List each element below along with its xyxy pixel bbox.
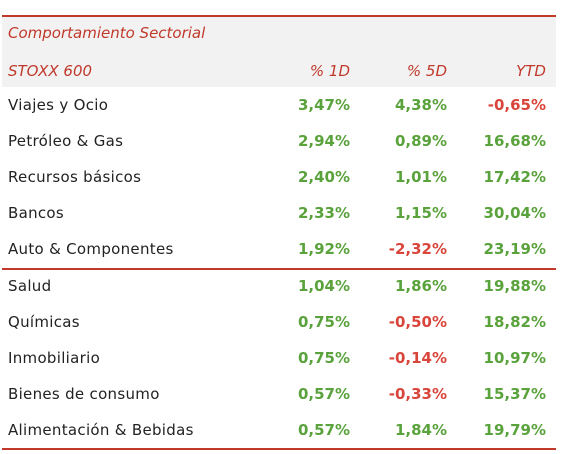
sector-name: Inmobiliario — [8, 349, 101, 367]
value-ytd: 30,04% — [483, 204, 546, 222]
value-ytd: 19,88% — [483, 277, 546, 295]
value-5d: -0,50% — [388, 313, 447, 331]
value-1d: 0,57% — [297, 421, 350, 439]
sector-name: Químicas — [8, 313, 80, 331]
value-ytd: 10,97% — [483, 349, 546, 367]
header-band — [2, 17, 556, 87]
table-row: Petróleo & Gas 2,94% 0,89% 16,68% — [2, 124, 556, 160]
group-divider-rule — [2, 268, 556, 270]
value-5d: -0,14% — [388, 349, 447, 367]
value-5d: -0,33% — [388, 385, 447, 403]
value-5d: 1,01% — [394, 168, 447, 186]
table-row: Bancos 2,33% 1,15% 30,04% — [2, 196, 556, 232]
sector-name: Viajes y Ocio — [8, 96, 109, 114]
table-row: Recursos básicos 2,40% 1,01% 17,42% — [2, 160, 556, 196]
value-1d: 0,57% — [297, 385, 350, 403]
value-1d: 0,75% — [297, 313, 350, 331]
column-header-index: STOXX 600 — [8, 62, 93, 80]
sector-name: Auto & Componentes — [8, 240, 174, 258]
table-row: Bienes de consumo 0,57% -0,33% 15,37% — [2, 377, 556, 413]
value-5d: 0,89% — [394, 132, 447, 150]
value-ytd: 16,68% — [483, 132, 546, 150]
value-5d: 4,38% — [394, 96, 447, 114]
column-header-5d: % 5D — [406, 62, 447, 80]
table-row: Auto & Componentes 1,92% -2,32% 23,19% — [2, 232, 556, 268]
sector-name: Petróleo & Gas — [8, 132, 124, 150]
top-rule — [2, 15, 556, 17]
bottom-rule — [2, 448, 556, 450]
table-row: Salud 1,04% 1,86% 19,88% — [2, 269, 556, 305]
value-ytd: 23,19% — [483, 240, 546, 258]
sector-name: Salud — [8, 277, 52, 295]
table-title: Comportamiento Sectorial — [8, 24, 206, 42]
sector-name: Bancos — [8, 204, 65, 222]
value-ytd: 17,42% — [483, 168, 546, 186]
column-header-1d: % 1D — [309, 62, 350, 80]
value-1d: 2,40% — [297, 168, 350, 186]
value-ytd: 18,82% — [483, 313, 546, 331]
value-1d: 3,47% — [297, 96, 350, 114]
sector-name: Recursos básicos — [8, 168, 142, 186]
value-5d: 1,15% — [394, 204, 447, 222]
sector-name: Bienes de consumo — [8, 385, 160, 403]
value-ytd: 19,79% — [483, 421, 546, 439]
table-row: Químicas 0,75% -0,50% 18,82% — [2, 305, 556, 341]
value-1d: 1,92% — [297, 240, 350, 258]
value-5d: 1,86% — [394, 277, 447, 295]
table-row: Alimentación & Bebidas 0,57% 1,84% 19,79% — [2, 413, 556, 449]
value-5d: -2,32% — [388, 240, 447, 258]
value-1d: 0,75% — [297, 349, 350, 367]
sector-name: Alimentación & Bebidas — [8, 421, 194, 439]
value-1d: 2,94% — [297, 132, 350, 150]
table-row: Inmobiliario 0,75% -0,14% 10,97% — [2, 341, 556, 377]
value-ytd: -0,65% — [487, 96, 546, 114]
value-1d: 2,33% — [297, 204, 350, 222]
value-5d: 1,84% — [394, 421, 447, 439]
value-1d: 1,04% — [297, 277, 350, 295]
table-row: Viajes y Ocio 3,47% 4,38% -0,65% — [2, 88, 556, 124]
column-header-ytd: YTD — [516, 62, 546, 80]
column-header-row: STOXX 600 % 1D % 5D YTD — [2, 58, 556, 84]
value-ytd: 15,37% — [483, 385, 546, 403]
